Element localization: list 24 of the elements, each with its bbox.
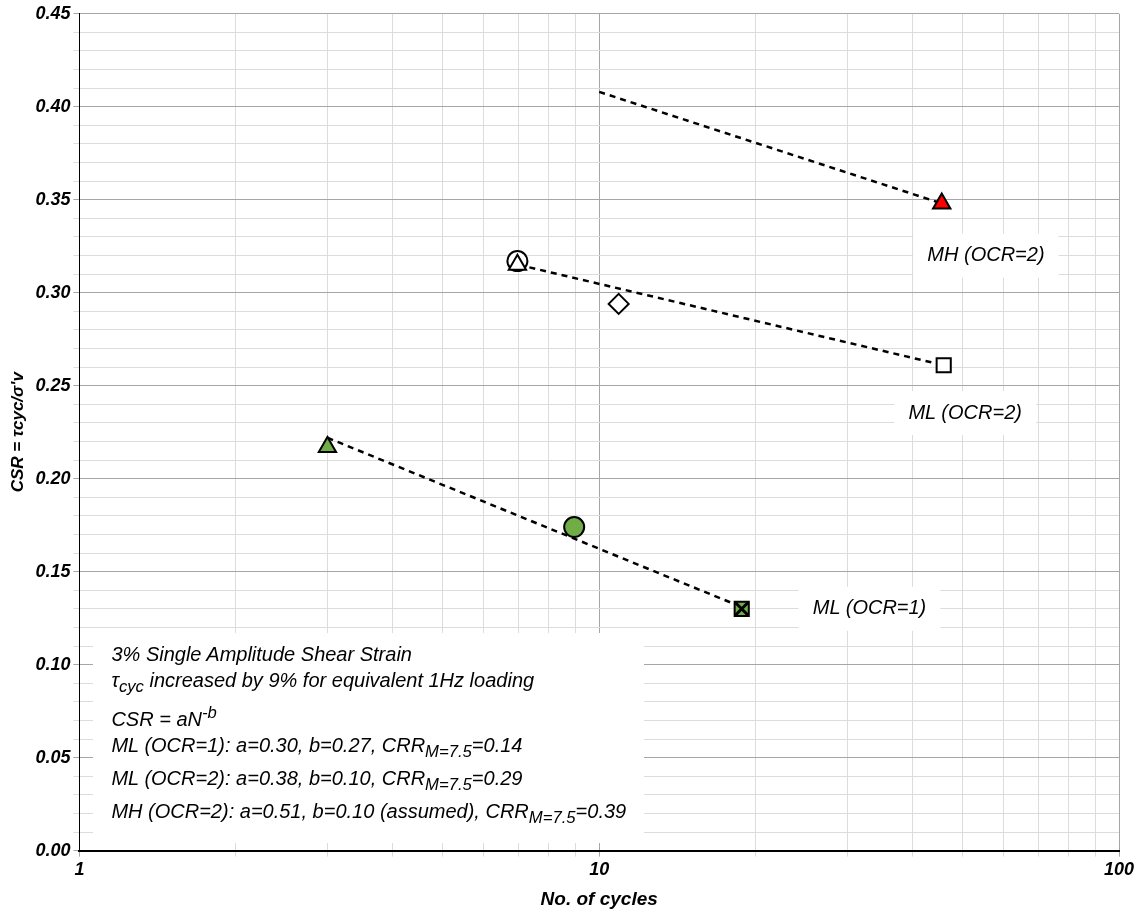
y-axis-title: CSR = τcyc/σ'v bbox=[7, 370, 27, 493]
x-tick-label: 10 bbox=[589, 859, 610, 880]
y-tick-label: 0.45 bbox=[35, 2, 72, 23]
y-tick-label: 0.35 bbox=[35, 188, 72, 209]
y-tick-label: 0.30 bbox=[35, 281, 71, 302]
x-axis-title: No. of cycles bbox=[540, 887, 658, 909]
y-tick-label: 0.05 bbox=[35, 746, 72, 767]
annotation: ML (OCR=1): a=0.30, b=0.27, CRR$_{M=7.5}$=0.14 bbox=[111, 732, 524, 763]
annotation: ML (OCR=1) bbox=[812, 596, 927, 619]
annotation: ML (OCR=2): a=0.38, b=0.10, CRR$_{M=7.5}$=0.29 bbox=[111, 765, 524, 796]
annotation: MH (OCR=2) bbox=[927, 243, 1045, 266]
annotation: 3% Single Amplitude Shear Strain bbox=[111, 641, 413, 667]
y-tick-label: 0.15 bbox=[35, 560, 72, 581]
x-tick-label: 1 bbox=[74, 859, 85, 880]
annotation: CSR = aN$^{-b}$ bbox=[111, 701, 218, 732]
y-tick-label: 0.00 bbox=[35, 839, 71, 860]
x-tick-label: 100 bbox=[1103, 859, 1135, 880]
y-tick-label: 0.40 bbox=[35, 95, 71, 116]
y-tick-label: 0.20 bbox=[35, 467, 71, 488]
annotation: ML (OCR=2) bbox=[908, 400, 1022, 423]
annotation: τ$_{cyc}$ increased by 9% for equivalent 1Hz loading bbox=[111, 667, 536, 698]
y-tick-label: 0.25 bbox=[35, 374, 72, 395]
y-tick-label: 0.10 bbox=[35, 653, 71, 674]
annotation: MH (OCR=2): a=0.51, b=0.10 (assumed), CRR$_{M=7.5}$=0.39 bbox=[111, 798, 627, 829]
